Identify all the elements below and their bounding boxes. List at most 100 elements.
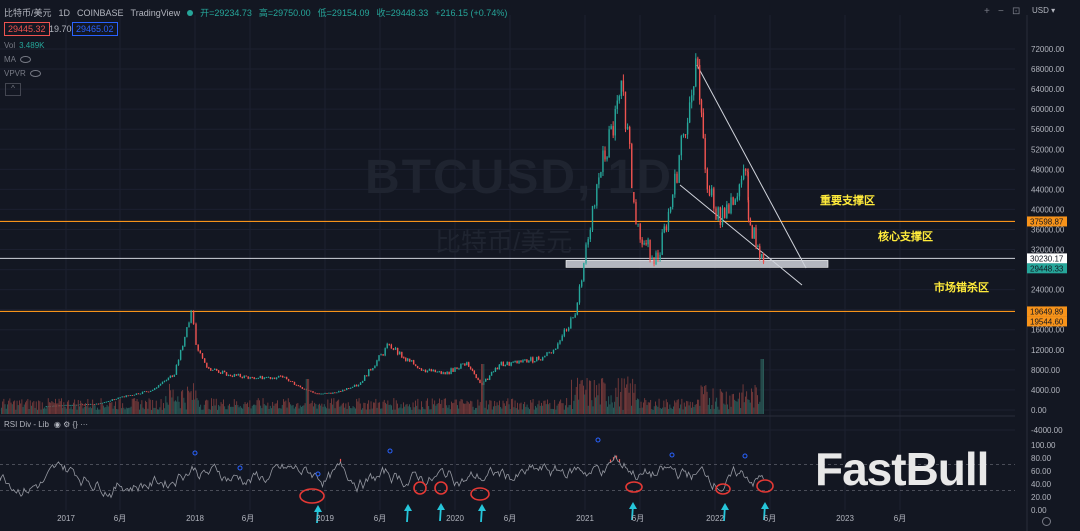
vpvr-indicator[interactable]: VPVR <box>4 69 41 78</box>
change-value: +216.15 (+0.74%) <box>435 7 508 18</box>
ma-indicator[interactable]: MA <box>4 55 31 64</box>
volume-bar <box>550 408 552 414</box>
volume-bar <box>352 406 354 414</box>
candle-body <box>600 172 602 178</box>
volume-bar <box>584 394 586 414</box>
rsi-oversold-circle <box>715 483 731 495</box>
candle-body <box>424 369 427 373</box>
candle-body <box>510 362 512 366</box>
ask-badge[interactable]: 29465.02 <box>72 22 118 36</box>
price-tick-label: 60000.00 <box>1031 105 1065 114</box>
volume-bar <box>80 400 82 414</box>
candle-body <box>363 375 366 381</box>
candle-body <box>199 350 202 354</box>
volume-bar <box>113 405 115 414</box>
collapse-indicators-button[interactable]: ^ <box>5 83 21 96</box>
candle-body <box>399 352 401 355</box>
volume-bar <box>635 400 637 414</box>
volume-bar <box>614 401 616 414</box>
candle-body <box>695 58 697 87</box>
volume-bar <box>357 401 359 414</box>
volume-bar <box>85 403 86 414</box>
vol-label: Vol <box>4 41 16 50</box>
interval-label[interactable]: 1D <box>58 7 71 18</box>
volume-bar <box>488 404 490 414</box>
time-tick-label: 2019 <box>316 514 334 523</box>
volume-bar <box>602 378 604 414</box>
volume-bar <box>274 403 276 414</box>
volume-bar <box>461 399 463 414</box>
symbol-name[interactable]: 比特币/美元 <box>4 8 52 18</box>
rsi-line <box>0 454 764 499</box>
volume-bar <box>598 383 600 414</box>
zoom-in-button[interactable]: + <box>984 6 990 17</box>
price-tick-label: 16000.00 <box>1031 326 1065 335</box>
currency-selector[interactable]: USD ▾ <box>1032 6 1056 15</box>
candle-body <box>723 208 726 218</box>
volume-bar <box>238 407 240 414</box>
candle-body <box>312 391 314 393</box>
candle-body <box>117 397 119 399</box>
volume-bar <box>549 402 551 414</box>
volume-bar <box>544 400 546 414</box>
expand-icon[interactable]: ⊡ <box>1012 6 1021 17</box>
candle-body <box>674 173 676 195</box>
candle-body <box>155 387 158 389</box>
candle-body <box>386 343 388 349</box>
candle-body <box>665 226 668 231</box>
candle-body <box>508 361 510 366</box>
rsi-label[interactable]: RSI Div - Lib <box>4 420 49 429</box>
rsi-controls-icon[interactable]: ◉ ⚙ {} ··· <box>53 420 89 429</box>
time-tick-label: 6月 <box>504 514 516 523</box>
candle-body <box>686 122 689 135</box>
candle-body <box>471 368 474 371</box>
candle-body <box>231 376 234 377</box>
candle-body <box>392 348 395 350</box>
candle-body <box>384 348 386 356</box>
volume-bar <box>273 405 275 414</box>
volume-bar <box>538 400 540 414</box>
eye-hidden-icon[interactable] <box>20 56 31 63</box>
volume-bar <box>451 401 452 414</box>
candle-body <box>606 157 608 160</box>
volume-bar <box>205 400 206 414</box>
candle-body <box>119 397 121 399</box>
price-tag-bg <box>1027 253 1067 264</box>
volume-bar <box>515 408 517 414</box>
volume-bar <box>178 401 180 414</box>
volume-bar <box>94 405 96 414</box>
bid-badge[interactable]: 29445.32 <box>4 22 50 36</box>
volume-bar <box>343 402 344 414</box>
high-value: 高=29750.00 <box>258 8 311 18</box>
volume-bar <box>506 401 508 414</box>
volume-bar <box>190 391 192 414</box>
volume-bar <box>157 409 158 414</box>
candle-body <box>342 389 344 392</box>
volume-bar <box>433 404 434 414</box>
zoom-out-button[interactable]: − <box>998 6 1004 17</box>
volume-bar <box>393 398 395 414</box>
eye-hidden-icon[interactable] <box>29 70 41 77</box>
candle-body <box>147 391 150 393</box>
price-tag-label: 19649.89 <box>1030 307 1064 316</box>
volume-bar <box>39 401 41 414</box>
volume-bar <box>100 398 102 414</box>
volume-bar <box>117 409 119 414</box>
volume-bar <box>388 404 390 414</box>
volume-bar <box>173 401 175 414</box>
volume-bar <box>160 399 162 414</box>
volume-bar <box>369 409 371 414</box>
vol-indicator[interactable]: Vol 3.489K <box>4 41 44 50</box>
volume-bar <box>267 402 269 414</box>
settings-gear-icon[interactable] <box>1042 517 1051 526</box>
volume-bar <box>217 409 218 414</box>
candle-body <box>528 360 530 363</box>
volume-bar <box>583 385 584 414</box>
candle-body <box>745 169 747 171</box>
volume-bar <box>525 406 527 414</box>
volume-bar <box>221 403 223 414</box>
candle-body <box>165 380 168 382</box>
volume-bar <box>304 403 306 414</box>
price-tick-label: 68000.00 <box>1031 65 1065 74</box>
